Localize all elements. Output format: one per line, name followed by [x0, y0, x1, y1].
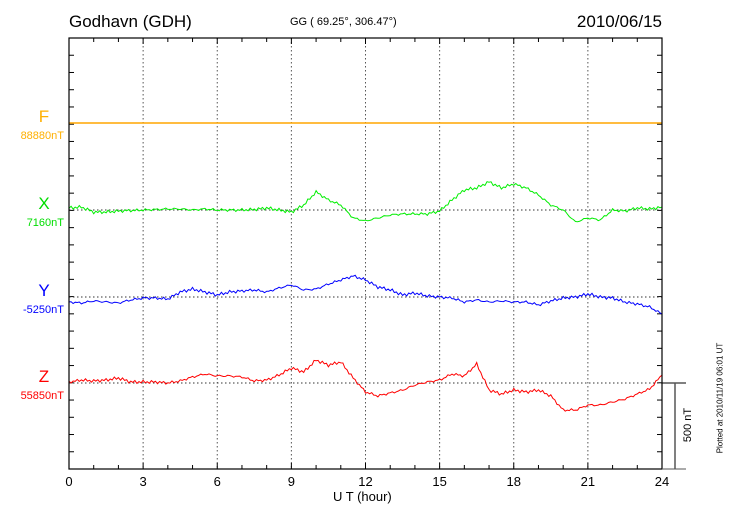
series-line-y	[68, 274, 663, 315]
x-tick-label: 18	[506, 474, 521, 489]
station-coordinates: GG ( 69.25°, 306.47°)	[290, 16, 397, 28]
x-axis-label: U T (hour)	[333, 489, 392, 504]
x-tick-label: 9	[287, 474, 295, 489]
x-tick-label: 12	[358, 474, 373, 489]
x-tick-label: 24	[654, 474, 670, 489]
plotted-timestamp: Plotted at 2010/11/19 06:01 UT	[715, 342, 725, 454]
x-tick-label: 21	[580, 474, 596, 489]
series-name-z: Z	[38, 367, 50, 386]
station-title: Godhavn (GDH)	[69, 12, 192, 31]
series-baseline-y: -5250nT	[23, 304, 64, 316]
series-baseline-x: 7160nT	[26, 217, 64, 229]
chart-date: 2010/06/15	[576, 12, 662, 31]
series-line-x	[68, 181, 663, 223]
x-tick-label: 6	[213, 474, 221, 489]
x-tick-label: 3	[139, 474, 147, 489]
series-name-y: Y	[38, 281, 50, 300]
series-name-x: X	[38, 194, 50, 213]
plot-frame	[68, 37, 663, 470]
series-name-f: F	[38, 107, 50, 126]
series-baseline-z: 55850nT	[20, 390, 64, 402]
scale-bar-label: 500 nT	[682, 407, 694, 443]
x-tick-label: 15	[432, 474, 447, 489]
x-tick-label: 0	[65, 474, 73, 489]
series-baseline-f: 88880nT	[20, 130, 64, 142]
series-line-z	[68, 359, 663, 412]
